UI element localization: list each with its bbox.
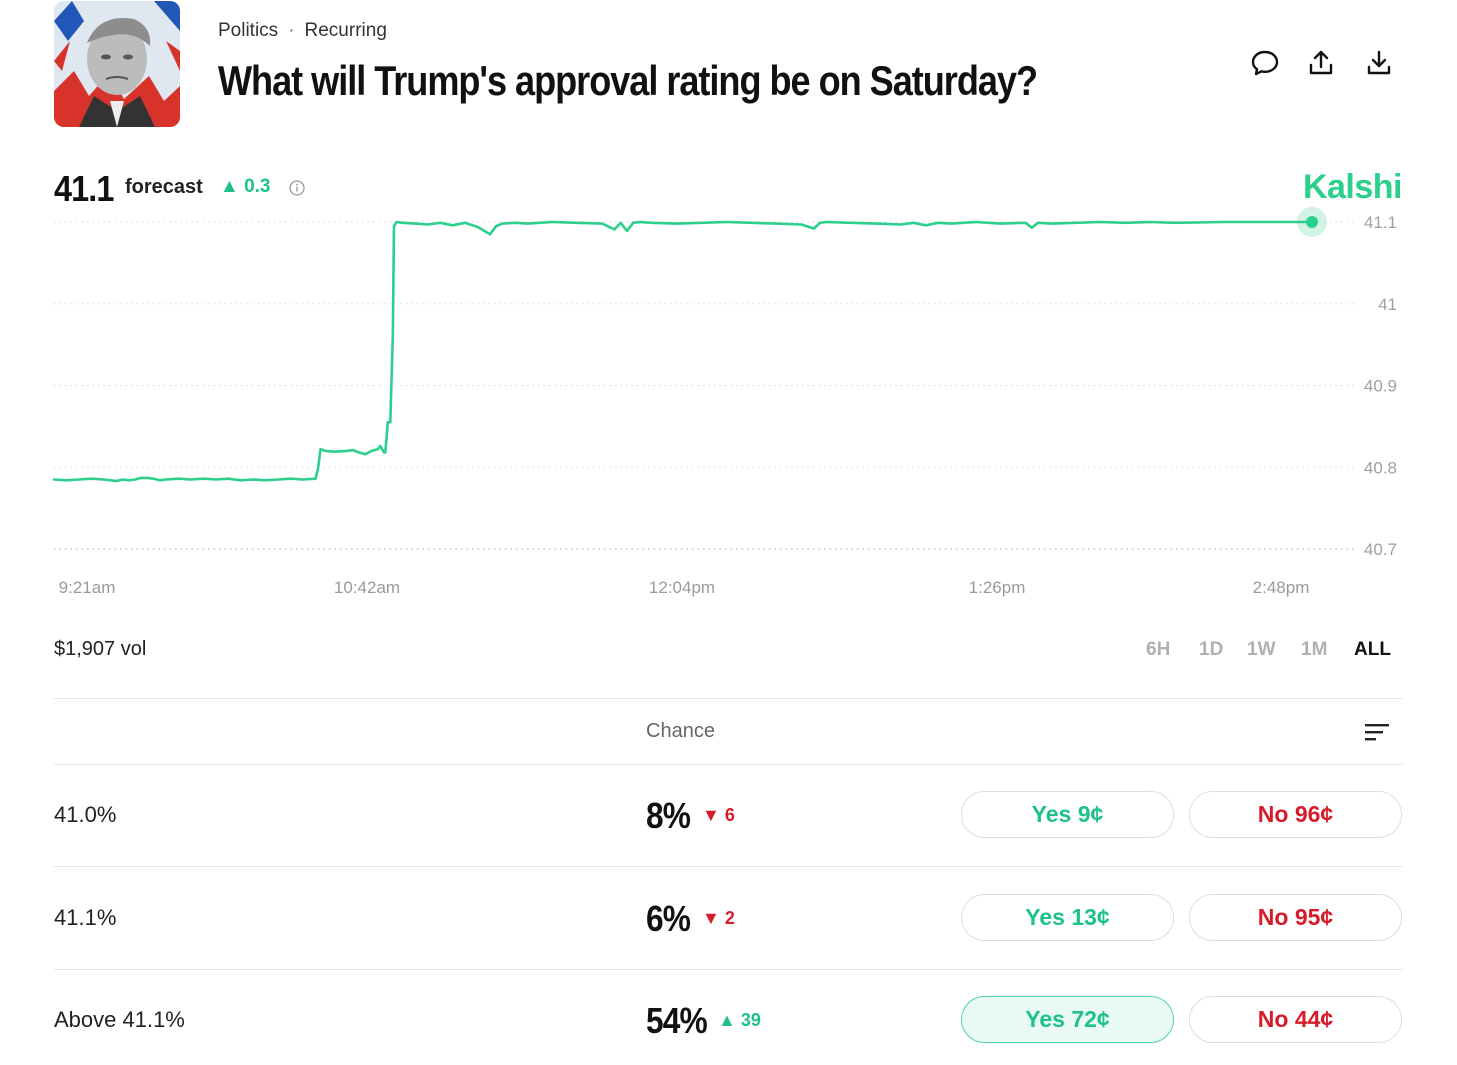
buy-no-button[interactable]: No 95¢	[1189, 894, 1402, 941]
category-link[interactable]: Politics	[218, 20, 279, 41]
y-tick-label: 40.8	[1364, 458, 1397, 477]
range-1w[interactable]: 1W	[1247, 639, 1276, 660]
divider	[54, 698, 1403, 699]
y-tick-label: 40.7	[1364, 540, 1397, 559]
outcome-label: 41.0%	[54, 802, 117, 827]
range-1d[interactable]: 1D	[1199, 639, 1224, 660]
chance-change: ▼ 2	[702, 908, 735, 928]
divider	[54, 764, 1403, 765]
breadcrumb-separator: ·	[288, 20, 295, 41]
buy-yes-button[interactable]: Yes 72¢	[961, 996, 1174, 1043]
range-6h[interactable]: 6H	[1146, 639, 1171, 660]
range-all[interactable]: ALL	[1354, 639, 1391, 660]
range-1m[interactable]: 1M	[1301, 639, 1328, 660]
download-icon[interactable]	[1364, 48, 1394, 78]
divider	[54, 866, 1403, 867]
series-line	[52, 220, 1314, 483]
volume-text: $1,907 vol	[54, 638, 147, 660]
portrait-image	[54, 1, 180, 127]
share-icon[interactable]	[1306, 48, 1336, 78]
chance-change: ▲ 39	[718, 1010, 761, 1030]
page-title: What will Trump's approval rating be on …	[218, 57, 1038, 104]
outcome-label: Above 41.1%	[54, 1007, 185, 1032]
outcome-chance: 8%	[646, 795, 691, 836]
x-tick-label: 10:42am	[333, 578, 401, 597]
market-thumbnail	[54, 1, 180, 127]
forecast-chart: 41.1 41 40.9 40.8 40.7	[52, 207, 1397, 559]
breadcrumb: Politics · Recurring	[218, 20, 387, 42]
kalshi-logo: Kalshi	[1302, 168, 1403, 206]
y-tick-label: 41	[1378, 295, 1397, 314]
x-tick-label: 2:48pm	[1252, 578, 1310, 597]
x-tick-label: 9:21am	[58, 578, 116, 597]
outcome-label: 41.1%	[54, 905, 117, 930]
recurring-tag[interactable]: Recurring	[304, 20, 387, 41]
chance-header: Chance	[646, 720, 715, 742]
info-icon[interactable]	[288, 179, 306, 197]
outcome-chance: 6%	[646, 898, 691, 939]
sort-icon[interactable]	[1363, 721, 1391, 743]
last-point-dot	[1306, 216, 1318, 228]
outcome-chance: 54%	[646, 1000, 708, 1041]
x-tick-label: 12:04pm	[648, 578, 716, 597]
comment-icon[interactable]	[1250, 48, 1280, 78]
buy-yes-button[interactable]: Yes 13¢	[961, 894, 1174, 941]
chance-change: ▼ 6	[702, 805, 735, 825]
buy-no-button[interactable]: No 96¢	[1189, 791, 1402, 838]
buy-no-button[interactable]: No 44¢	[1189, 996, 1402, 1043]
forecast-change: ▲ 0.3	[220, 176, 271, 197]
divider	[54, 969, 1403, 970]
forecast-label: forecast	[125, 176, 203, 198]
y-tick-label: 41.1	[1364, 213, 1397, 232]
x-tick-label: 1:26pm	[968, 578, 1026, 597]
y-tick-label: 40.9	[1364, 377, 1397, 396]
buy-yes-button[interactable]: Yes 9¢	[961, 791, 1174, 838]
forecast-value: 41.1	[54, 168, 114, 209]
